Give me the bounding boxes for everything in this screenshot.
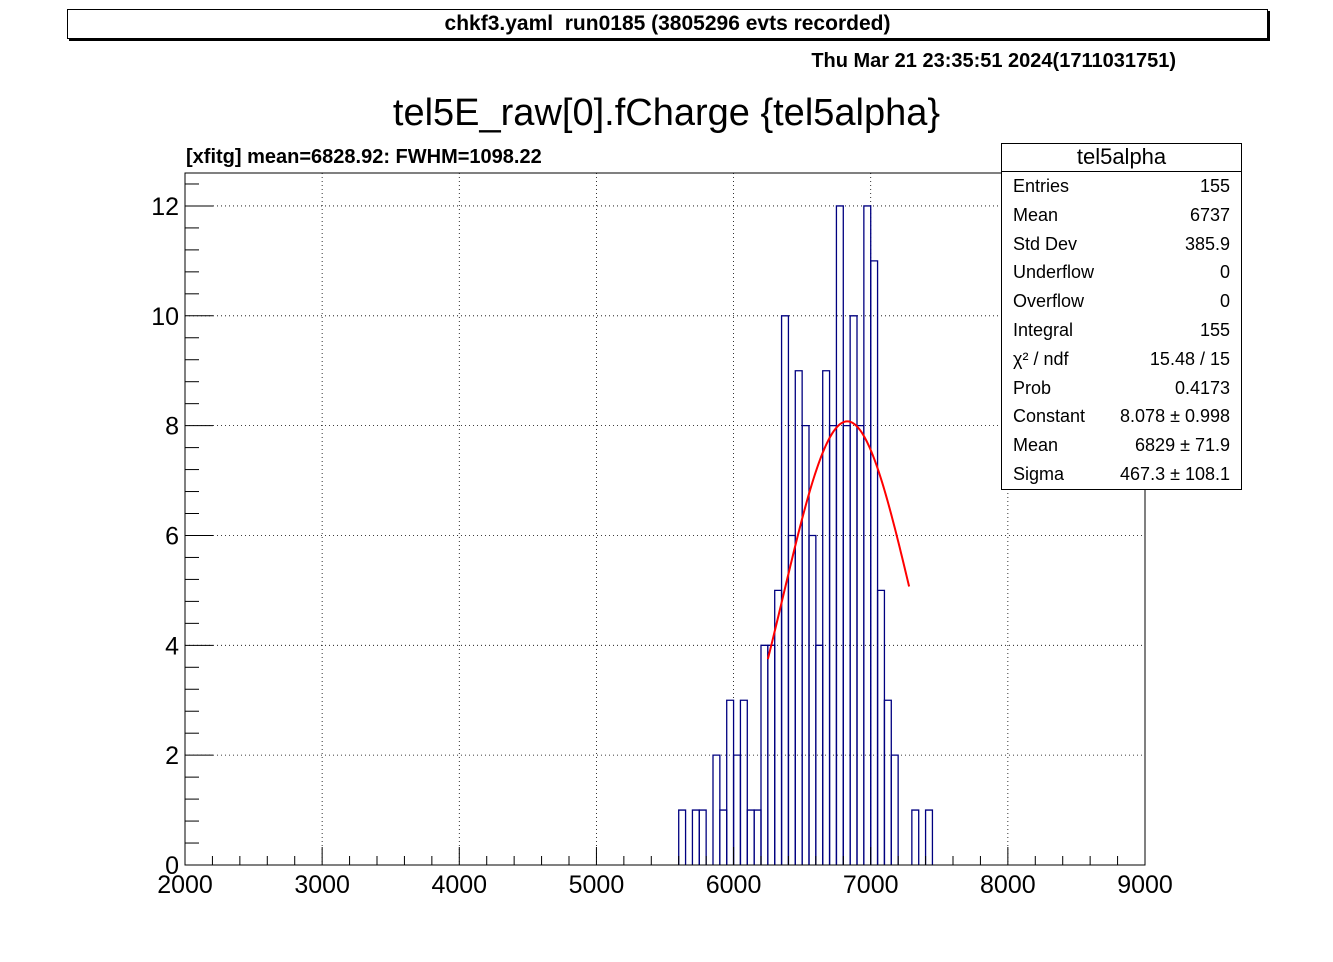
histogram-bin	[774, 589, 783, 865]
histogram-bin	[691, 809, 700, 865]
stats-value: 6829 ± 71.9	[1135, 435, 1230, 456]
histogram-bin	[808, 534, 817, 865]
stats-key: Integral	[1013, 319, 1074, 340]
histogram-bin	[876, 589, 886, 865]
stats-value: 15.48 / 15	[1149, 348, 1230, 369]
x-tick-label: 6000	[706, 871, 762, 899]
run-banner: chkf3.yaml run0185 (3805296 evts recorde…	[67, 9, 1268, 39]
y-tick-label: 6	[165, 522, 179, 550]
histogram-bin	[753, 809, 762, 865]
stats-row: Overflow 0	[1002, 287, 1241, 316]
histogram-bin	[726, 699, 735, 865]
stats-row: Underflow 0	[1002, 258, 1241, 287]
y-tick-label: 0	[165, 852, 179, 880]
stats-value: 6737	[1189, 204, 1230, 225]
x-tick-label: 3000	[294, 871, 350, 899]
x-tick-label: 9000	[1117, 871, 1173, 899]
histogram-bin	[911, 809, 920, 865]
stats-row: Mean 6829 ± 71.9	[1002, 431, 1241, 460]
stats-value: 8.078 ± 0.998	[1120, 406, 1230, 427]
histogram-bin	[787, 534, 796, 865]
stats-key: Mean	[1013, 204, 1059, 225]
histogram-bin	[698, 809, 707, 865]
stats-row: Prob 0.4173	[1002, 374, 1241, 403]
stats-key: Overflow	[1013, 291, 1085, 312]
gaussian-fit-line	[766, 420, 911, 660]
histogram	[678, 205, 934, 865]
stats-value: 0	[1219, 262, 1230, 283]
histogram-bin	[794, 370, 803, 865]
stats-key: Sigma	[1013, 463, 1065, 484]
x-tick-label: 2000	[157, 871, 213, 899]
stats-title: tel5alpha	[1002, 144, 1241, 172]
stats-value: 385.9	[1184, 233, 1230, 254]
stats-row: Constant 8.078 ± 0.998	[1002, 402, 1241, 431]
stats-value: 155	[1199, 176, 1230, 196]
histogram-bin	[719, 809, 728, 865]
histogram-bin	[870, 260, 879, 865]
histogram-bin	[739, 699, 748, 865]
histogram-bin	[883, 699, 892, 865]
x-tick-label: 5000	[569, 871, 625, 899]
fit-note: [xfitg] mean=6828.92: FWHM=1098.22	[186, 146, 542, 168]
fit-curve	[766, 420, 911, 660]
stats-row: Integral 155	[1002, 316, 1241, 345]
x-tick-label: 7000	[843, 871, 899, 899]
histogram-bin	[732, 754, 742, 865]
y-tick-label: 10	[151, 303, 179, 331]
stats-value: 0	[1219, 291, 1230, 312]
histogram-bin	[712, 754, 721, 865]
histogram-bin	[760, 644, 769, 865]
stats-key: Underflow	[1013, 262, 1095, 283]
histogram-bin	[746, 809, 755, 865]
stats-key: χ² / ndf	[1013, 348, 1069, 369]
stats-row: Entries 155	[1002, 172, 1241, 201]
stats-row: χ² / ndf 15.48 / 15	[1002, 345, 1241, 374]
stats-key: Prob	[1013, 377, 1052, 398]
y-tick-label: 4	[165, 632, 179, 660]
stats-key: Std Dev	[1013, 233, 1078, 254]
y-tick-label: 8	[165, 413, 179, 441]
histogram-bin	[678, 809, 687, 865]
y-tick-label: 12	[151, 193, 179, 221]
datestamp: Thu Mar 21 23:35:51 2024(1711031751)	[811, 50, 1176, 72]
stats-row: Std Dev 385.9	[1002, 230, 1241, 259]
histogram-bin	[849, 315, 858, 865]
stats-value: 155	[1199, 319, 1230, 340]
stats-key: Mean	[1013, 435, 1059, 456]
stats-key: Constant	[1013, 406, 1086, 427]
stats-box: tel5alpha Entries 155 Mean 6737 Std Dev 385…	[1001, 143, 1242, 490]
plot-frame	[184, 172, 1146, 866]
x-tick-label: 8000	[980, 871, 1036, 899]
histogram-bin	[856, 424, 865, 865]
x-axis: 2000 3000 4000 5000 6000 7000 8000 9000	[157, 847, 1173, 899]
y-tick-label: 2	[165, 742, 179, 770]
chart-title: tel5E_raw[0].fCharge {tel5alpha}	[392, 92, 941, 134]
stats-row: Mean 6737	[1002, 201, 1241, 230]
stats-key: Entries	[1013, 176, 1070, 196]
histogram-bin	[924, 809, 934, 865]
stats-row: Sigma 467.3 ± 108.1	[1002, 460, 1241, 489]
y-axis: 0 2 4 6 8 10 12	[151, 183, 213, 880]
stats-value: 467.3 ± 108.1	[1120, 463, 1230, 484]
stats-value: 0.4173	[1174, 377, 1230, 398]
x-tick-label: 4000	[431, 871, 487, 899]
histogram-bin	[890, 754, 899, 865]
